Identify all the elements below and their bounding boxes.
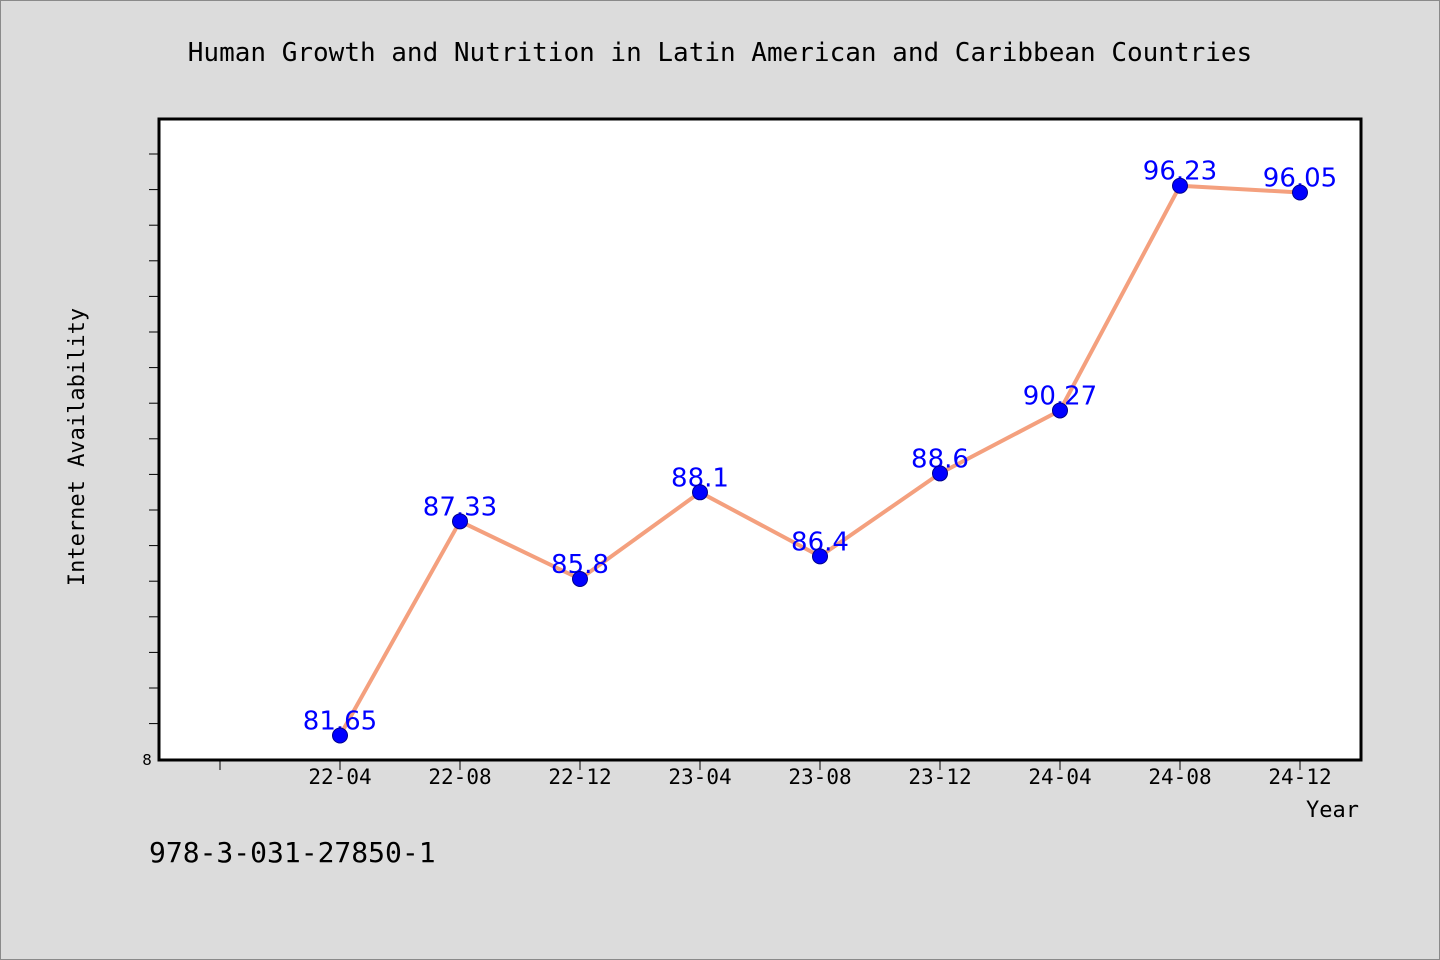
- y-tick-label: 8: [142, 751, 152, 769]
- y-axis-label: Internet Availability: [65, 308, 90, 586]
- data-point: [332, 727, 348, 744]
- data-point: [692, 484, 708, 501]
- data-point: [572, 571, 588, 588]
- x-tick-label: 24-04: [1028, 765, 1091, 789]
- isbn-footer: 978-3-031-27850-1: [149, 836, 436, 869]
- data-point: [452, 513, 468, 530]
- x-axis-ticks: 22-04 22-08 22-12 23-04 23-08 23-12 24-04 24-08…: [219, 760, 1332, 789]
- x-axis-label: Year: [1306, 798, 1359, 823]
- x-tick-label: 22-12: [548, 765, 611, 789]
- data-point: [932, 465, 948, 482]
- x-tick-label: 23-12: [908, 765, 971, 789]
- x-tick-label: 23-04: [668, 765, 731, 789]
- data-point: [1172, 177, 1188, 194]
- x-tick-label: 24-08: [1148, 765, 1211, 789]
- data-point: [1292, 184, 1308, 201]
- x-tick-label: 24-12: [1268, 765, 1331, 789]
- x-tick-label: 23-08: [788, 765, 851, 789]
- x-tick-label: 22-04: [308, 765, 371, 789]
- x-tick-label: 22-08: [428, 765, 491, 789]
- data-point: [1052, 402, 1068, 419]
- data-point: [812, 548, 828, 565]
- plot-area: [157, 117, 1363, 762]
- chart-title: Human Growth and Nutrition in Latin Amer…: [188, 38, 1252, 68]
- y-axis-ticks: [149, 153, 159, 725]
